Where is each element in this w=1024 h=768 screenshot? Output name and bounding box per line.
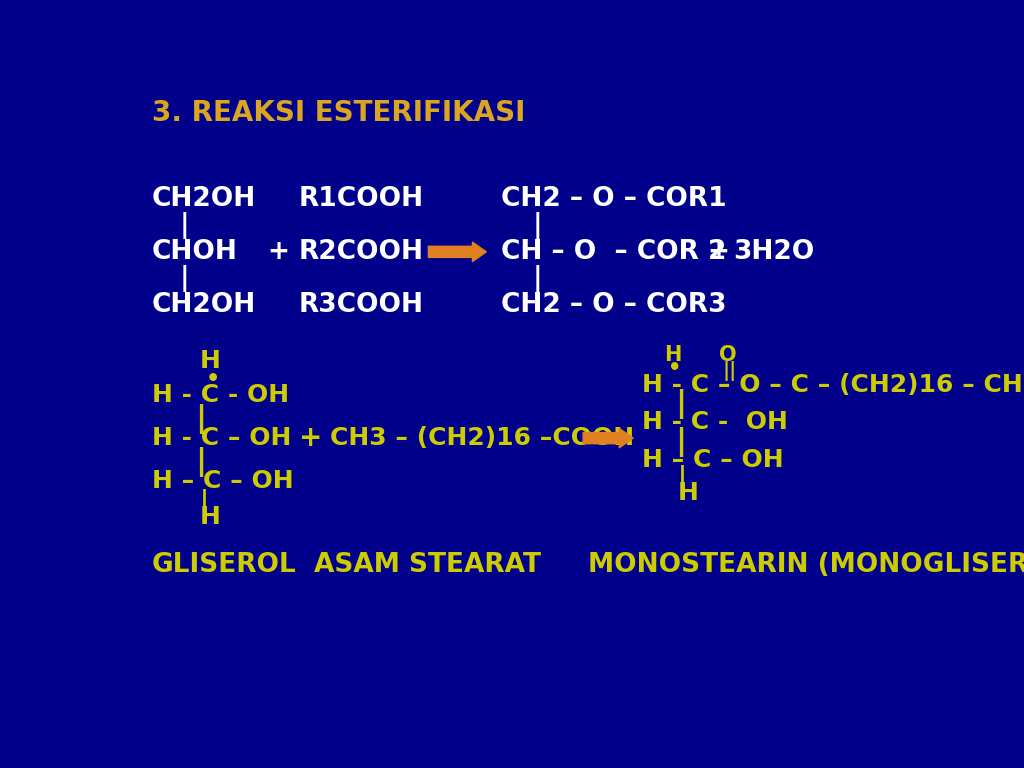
- Text: |: |: [532, 212, 543, 239]
- Text: +: +: [267, 239, 289, 265]
- Text: H – C – OH: H – C – OH: [152, 469, 294, 493]
- FancyArrowPatch shape: [428, 242, 486, 262]
- Text: H: H: [200, 505, 220, 528]
- Text: R1COOH: R1COOH: [299, 186, 424, 212]
- Text: |: |: [676, 427, 687, 457]
- Text: CH2 – O – COR1: CH2 – O – COR1: [501, 186, 727, 212]
- Text: MONOSTEARIN (MONOGLISERIDA): MONOSTEARIN (MONOGLISERIDA): [588, 552, 1024, 578]
- Text: H: H: [678, 481, 698, 505]
- Text: R2COOH: R2COOH: [299, 239, 424, 265]
- Text: ASAM STEARAT: ASAM STEARAT: [314, 552, 542, 578]
- Text: H - C -  OH: H - C - OH: [642, 410, 788, 434]
- Text: H: H: [200, 349, 220, 373]
- Text: R3COOH: R3COOH: [299, 292, 424, 318]
- FancyArrowPatch shape: [583, 429, 633, 448]
- Text: H – C – OH: H – C – OH: [642, 448, 784, 472]
- Text: •: •: [668, 359, 681, 379]
- Text: |: |: [200, 489, 209, 514]
- Text: O: O: [719, 346, 737, 366]
- Text: GLISEROL: GLISEROL: [152, 552, 297, 578]
- Text: |: |: [676, 389, 687, 419]
- Text: +: +: [299, 424, 322, 452]
- Text: CH – O  – COR 2: CH – O – COR 2: [501, 239, 726, 265]
- Text: CH3 – (CH2)16 –COOH: CH3 – (CH2)16 –COOH: [331, 426, 635, 450]
- Text: |: |: [532, 265, 543, 292]
- Text: 3. REAKSI ESTERIFIKASI: 3. REAKSI ESTERIFIKASI: [152, 99, 525, 127]
- Text: |: |: [179, 265, 189, 292]
- Text: H - C – O – C – (CH2)16 – CH3: H - C – O – C – (CH2)16 – CH3: [642, 373, 1024, 397]
- Text: CHOH: CHOH: [152, 239, 238, 265]
- Text: 3H2O: 3H2O: [733, 239, 814, 265]
- Text: +: +: [708, 239, 729, 265]
- Text: H: H: [664, 346, 681, 366]
- Text: CH2OH: CH2OH: [152, 186, 256, 212]
- Text: |: |: [196, 404, 207, 434]
- Text: •: •: [206, 369, 220, 389]
- Text: CH2 – O – COR3: CH2 – O – COR3: [501, 292, 726, 318]
- Text: ||: ||: [722, 361, 736, 381]
- Text: |: |: [179, 212, 189, 239]
- Text: H - C - OH: H - C - OH: [152, 383, 289, 407]
- Text: |: |: [196, 447, 207, 477]
- Text: |: |: [678, 465, 687, 490]
- Text: H - C – OH: H - C – OH: [152, 426, 291, 450]
- Text: CH2OH: CH2OH: [152, 292, 256, 318]
